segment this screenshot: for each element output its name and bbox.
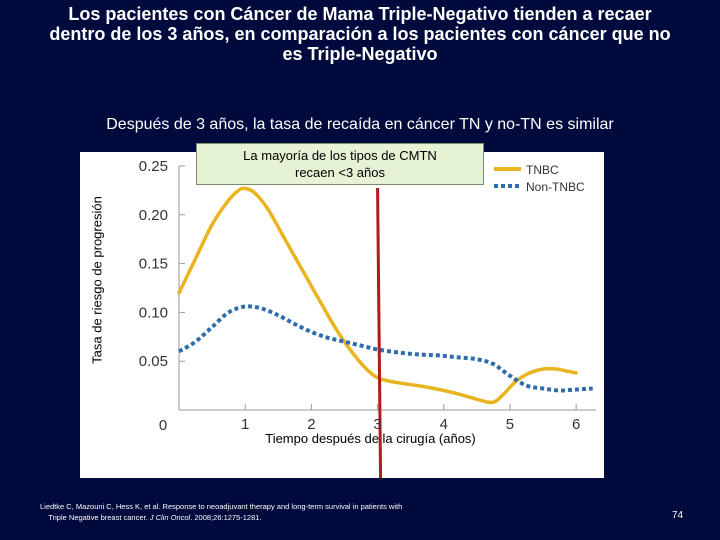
annotation-line: La mayoría de los tipos de CMTN	[243, 148, 437, 163]
citation: Liedtke C, Mazouni C, Hess K, et al. Res…	[40, 501, 560, 523]
slide-subtitle: Después de 3 años, la tasa de recaída en…	[106, 116, 614, 133]
annotation-box: La mayoría de los tipos de CMTN recaen <…	[196, 143, 484, 185]
x-tick-label: 6	[572, 416, 580, 433]
three-year-marker-line	[376, 187, 383, 478]
series-line-non-tnbc	[178, 304, 593, 393]
page-number: 74	[672, 510, 684, 521]
y-axis-title: Tasa de riesgo de progresión	[89, 196, 105, 364]
slide-title-line: Los pacientes con Cáncer de Mama Triple-…	[68, 4, 652, 24]
citation-authors-tail: Triple Negative breast cancer.	[48, 513, 150, 522]
y-tick-label: 0.15	[139, 256, 168, 273]
legend-label-non-tnbc: Non-TNBC	[526, 180, 585, 194]
y-tick-label: 0.25	[139, 158, 168, 175]
legend-label-tnbc: TNBC	[526, 163, 559, 177]
chart-panel: TNBC Non-TNBC 0.05 0.10 0.15 0.20 0.25 1 2 3 4 5 6 0…	[80, 152, 604, 478]
citation-line: Triple Negative breast cancer. J Clin On…	[40, 512, 560, 523]
citation-volume: . 2008;26:1275-1281.	[190, 513, 262, 522]
citation-journal: J Clin Oncol	[149, 513, 191, 522]
slide-title-line: dentro de los 3 años, en comparación a l…	[49, 24, 671, 44]
x-tick-label: 1	[241, 416, 249, 433]
slide-title-line: es Triple-Negativo	[282, 44, 438, 64]
annotation-line: recaen <3 años	[295, 165, 385, 180]
x-axis-title: Tiempo después de la cirugía (años)	[265, 431, 476, 446]
y-tick-label: 0.20	[139, 207, 168, 224]
slide-title: Los pacientes con Cáncer de Mama Triple-…	[0, 4, 720, 64]
chart-canvas: TNBC Non-TNBC 0.05 0.10 0.15 0.20 0.25 1 2 3 4 5 6 0…	[139, 158, 596, 478]
x-tick-label: 5	[506, 416, 514, 433]
y-tick-label: 0.10	[139, 304, 168, 321]
citation-line: Liedtke C, Mazouni C, Hess K, et al. Res…	[40, 502, 403, 511]
y-tick-label: 0.05	[139, 353, 168, 370]
x-tick-label: 4	[440, 416, 448, 433]
x-origin-label: 0	[159, 417, 167, 434]
x-tick-label: 2	[307, 416, 315, 433]
x-tick-label: 3	[373, 416, 381, 433]
